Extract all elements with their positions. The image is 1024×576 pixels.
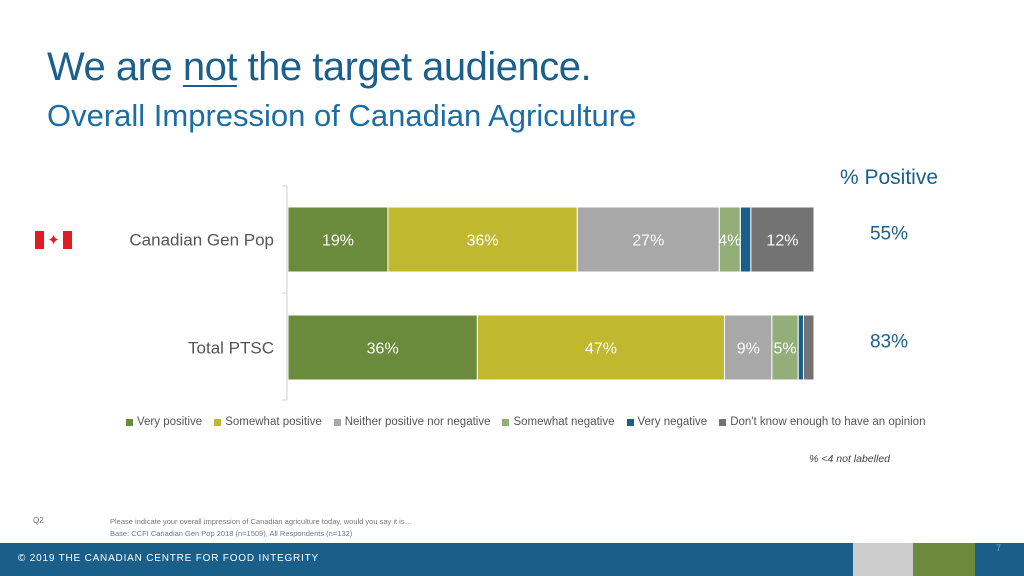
question-text-block: Please indicate your overall impression … (110, 516, 412, 540)
page-title: We are not the target audience. (47, 45, 592, 90)
bar-segment-1-1 (476, 314, 726, 381)
legend-label-3: Somewhat negative (513, 416, 615, 428)
page-number: 7 (996, 543, 1002, 553)
bar-segment-1-2 (724, 314, 773, 381)
title-text-start: We are (47, 45, 183, 89)
percent-positive-header: % Positive (839, 166, 939, 189)
legend-label-2: Neither positive nor negative (344, 416, 491, 428)
data-label-1-0: 36% (367, 341, 399, 358)
bar-segment-0-5 (750, 206, 815, 273)
question-code: Q2 (33, 516, 44, 525)
footer-block-grey (853, 543, 913, 576)
bar-segment-0-1 (387, 206, 578, 273)
stacked-bar-chart: Canadian Gen Pop 19% 36% 27% 4% 12% 55% Total P… (129, 185, 908, 401)
category-label-0: Canadian Gen Pop (129, 231, 274, 250)
data-label-0-0: 19% (322, 233, 354, 250)
bar-segment-1-3 (771, 314, 799, 381)
legend-item-3: Somewhat negative (502, 416, 615, 428)
data-label-1-1: 47% (585, 341, 617, 358)
category-label-1: Total PTSC (188, 339, 274, 358)
bar-segment-0-2 (576, 206, 720, 273)
bar-segment-0-4 (739, 206, 752, 273)
footer-block-blue (975, 543, 1024, 576)
legend-swatch-4 (626, 418, 634, 426)
data-label-1-2: 9% (737, 341, 760, 358)
legend-swatch-0 (126, 418, 133, 426)
title-text-end: the target audience. (236, 45, 592, 89)
legend-label-4: Very negative (637, 416, 708, 428)
data-label-0-1: 36% (467, 233, 499, 250)
canada-flag-icon: ✦ (35, 231, 72, 249)
legend-item-0: Very positive (126, 416, 202, 428)
maple-leaf-icon: ✦ (47, 231, 60, 249)
data-label-1-3: 5% (774, 341, 797, 358)
flag-center: ✦ (44, 231, 63, 249)
question-base: Base: CCFI Canadian Gen Pop 2018 (n=1509… (110, 529, 353, 538)
percent-positive-0: 55% (870, 224, 908, 245)
bar-segment-0-0 (287, 206, 389, 273)
legend-swatch-2 (333, 418, 341, 426)
footer-block-green (913, 543, 975, 576)
legend-item-1: Somewhat positive (214, 416, 322, 428)
legend-label-5: Don't know enough to have an opinion (730, 416, 926, 428)
legend-label-0: Very positive (137, 416, 203, 428)
legend-label-1: Somewhat positive (225, 416, 322, 428)
question-text: Please indicate your overall impression … (110, 517, 413, 526)
title-emphasis: not (182, 45, 238, 89)
footer-bar: © 2019 THE CANADIAN CENTRE FOR FOOD INTE… (0, 543, 1024, 576)
data-label-0-2: 27% (632, 233, 664, 250)
data-label-0-5: 12% (766, 233, 798, 250)
legend-swatch-5 (719, 418, 727, 426)
footer-copyright: © 2019 THE CANADIAN CENTRE FOR FOOD INTE… (18, 553, 319, 564)
legend-swatch-1 (214, 418, 222, 426)
bar-segment-1-4 (797, 314, 804, 381)
legend-swatch-3 (502, 418, 510, 426)
flag-band-right (63, 231, 72, 249)
legend-item-4: Very negative (626, 416, 708, 428)
legend-item-2: Neither positive nor negative (333, 416, 491, 428)
flag-band-left (35, 231, 44, 249)
data-label-0-3: 4% (718, 233, 741, 250)
chart-legend: Very positive Somewhat positive Neither po… (126, 416, 925, 428)
page-subtitle: Overall Impression of Canadian Agricultu… (47, 98, 637, 133)
chart-note: % <4 not labelled (809, 453, 890, 465)
percent-positive-1: 83% (870, 332, 908, 353)
bar-segment-1-0 (287, 314, 478, 381)
legend-item-5: Don't know enough to have an opinion (719, 416, 925, 428)
bar-segment-1-5 (802, 314, 815, 381)
